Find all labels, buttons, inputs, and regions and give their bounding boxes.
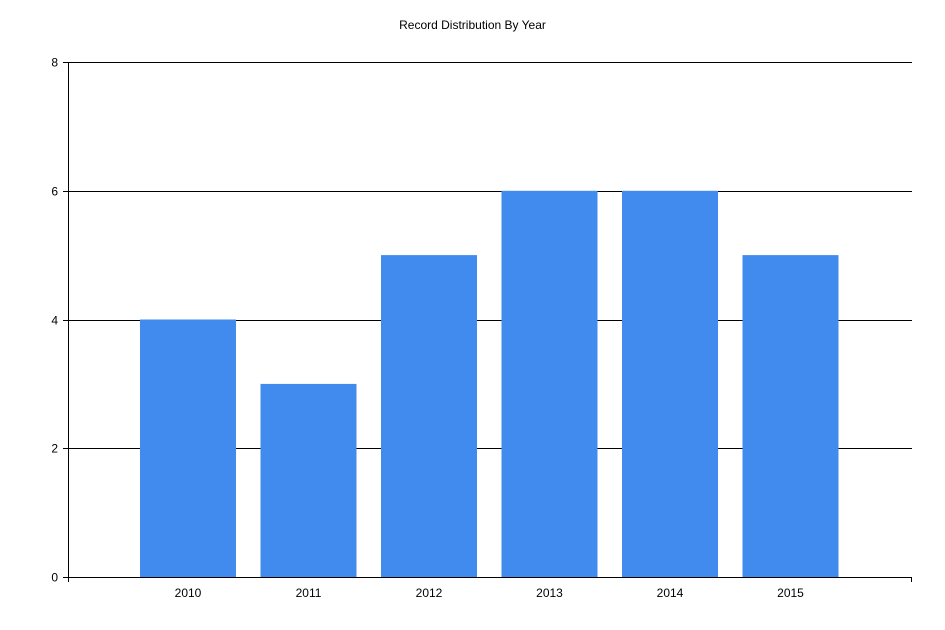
y-tick-label: 2 xyxy=(51,442,58,456)
x-tick-label: 2011 xyxy=(296,586,322,600)
bar-2010 xyxy=(140,319,236,577)
bar-2012 xyxy=(381,255,477,577)
y-tick-label: 6 xyxy=(51,185,58,199)
y-tick-label: 0 xyxy=(51,571,58,585)
y-axis-ticks: 0 2 4 6 8 xyxy=(51,56,68,585)
bar-2013 xyxy=(501,190,598,578)
bar-2014 xyxy=(622,190,718,578)
x-tick-label: 2015 xyxy=(777,586,804,600)
x-tick-label: 2014 xyxy=(657,586,684,600)
x-tick-label: 2012 xyxy=(416,586,443,600)
x-tick-label: 2010 xyxy=(175,586,202,600)
chart-title: Record Distribution By Year xyxy=(399,18,546,32)
y-tick-label: 4 xyxy=(51,314,58,328)
bars xyxy=(140,190,839,578)
bar-2015 xyxy=(742,255,839,577)
x-tick-label: 2013 xyxy=(536,586,563,600)
x-axis-ticks: 2010 2011 2012 2013 2014 2015 xyxy=(175,586,805,600)
bar-2011 xyxy=(260,383,357,577)
axes xyxy=(68,62,912,582)
y-tick-label: 8 xyxy=(51,56,58,70)
